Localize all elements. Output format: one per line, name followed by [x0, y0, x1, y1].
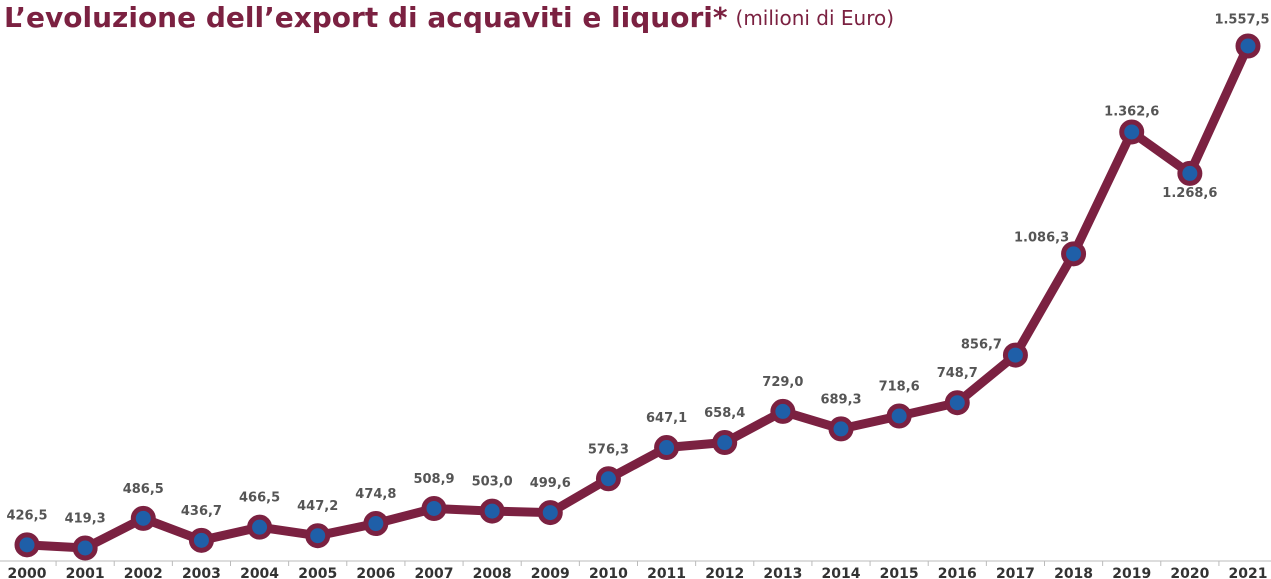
x-tick-label: 2021: [1229, 566, 1268, 579]
x-tick-label: 2018: [1054, 566, 1093, 579]
x-tick-label: 2020: [1170, 566, 1209, 579]
point: [886, 403, 912, 429]
value-label: 508,9: [413, 472, 454, 487]
point: [188, 527, 214, 553]
chart-title: L’evoluzione dell’export di acquaviti e …: [4, 1, 894, 34]
point: [1061, 241, 1087, 267]
point: [944, 390, 970, 416]
point: [421, 495, 447, 521]
subtitle: (milioni di Euro): [736, 6, 895, 30]
value-label: 718,6: [879, 379, 920, 394]
x-tick-label: 2017: [996, 566, 1035, 579]
point: [770, 398, 796, 424]
point: [1119, 119, 1145, 145]
value-label: 503,0: [472, 475, 513, 490]
point: [595, 466, 621, 492]
point: [654, 435, 680, 461]
value-label: 647,1: [646, 411, 687, 426]
x-tick-label: 2004: [240, 566, 279, 579]
x-tick-label: 2011: [647, 566, 686, 579]
point: [130, 505, 156, 531]
value-label: 426,5: [6, 508, 47, 523]
point: [305, 523, 331, 549]
point: [479, 498, 505, 524]
point: [828, 416, 854, 442]
x-tick-label: 2001: [66, 566, 105, 579]
x-tick-label: 2008: [473, 566, 512, 579]
value-label: 466,5: [239, 491, 280, 506]
x-tick-label: 2000: [8, 566, 47, 579]
point: [247, 514, 273, 540]
point: [14, 532, 40, 558]
value-label: 1.557,5: [1214, 13, 1269, 28]
value-label: 486,5: [123, 482, 164, 497]
x-tick-label: 2013: [763, 566, 802, 579]
value-label: 658,4: [704, 406, 745, 421]
value-label: 499,6: [530, 476, 571, 491]
value-label: 1.086,3: [1014, 230, 1069, 245]
point: [1002, 342, 1028, 368]
x-tick-label: 2019: [1112, 566, 1151, 579]
x-tick-label: 2010: [589, 566, 628, 579]
point: [712, 430, 738, 456]
x-tick-label: 2005: [298, 566, 337, 579]
title: L’evoluzione dell’export di acquaviti e …: [4, 1, 728, 34]
x-tick-label: 2014: [822, 566, 861, 579]
value-label: 436,7: [181, 504, 222, 519]
value-label: 474,8: [355, 487, 396, 502]
x-tick-label: 2012: [705, 566, 744, 579]
value-label: 1.268,6: [1162, 186, 1217, 201]
point: [363, 511, 389, 537]
value-label: 729,0: [762, 375, 803, 390]
point: [1177, 160, 1203, 186]
x-tick-label: 2016: [938, 566, 977, 579]
x-tick-label: 2015: [880, 566, 919, 579]
x-tick-label: 2006: [356, 566, 395, 579]
value-label: 748,7: [937, 366, 978, 381]
x-tick-label: 2002: [124, 566, 163, 579]
value-label: 576,3: [588, 442, 629, 457]
x-tick-label: 2003: [182, 566, 221, 579]
value-label: 856,7: [961, 338, 1002, 353]
value-label: 689,3: [820, 392, 861, 407]
point: [72, 535, 98, 561]
point: [1235, 33, 1261, 59]
x-tick-label: 2009: [531, 566, 570, 579]
value-label: 447,2: [297, 499, 338, 514]
value-label: 419,3: [65, 512, 106, 527]
line: [26, 44, 1253, 553]
x-tick-label: 2007: [415, 566, 454, 579]
point: [537, 500, 563, 526]
value-label: 1.362,6: [1104, 104, 1159, 119]
